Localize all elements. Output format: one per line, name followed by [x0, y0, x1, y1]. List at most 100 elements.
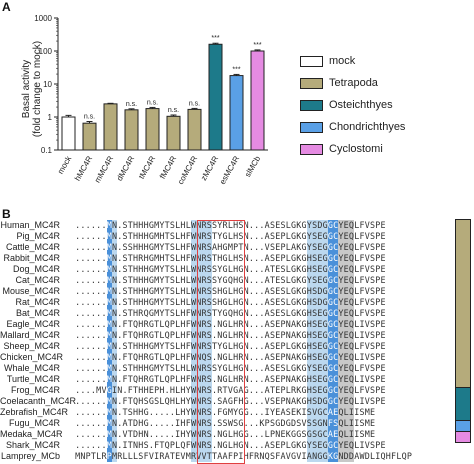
residue: . — [80, 429, 86, 439]
residue: G — [301, 253, 307, 263]
residue: R — [201, 220, 207, 231]
residue: G — [327, 264, 334, 275]
residue: H — [138, 407, 144, 417]
residue: G — [238, 308, 244, 318]
legend-swatch — [300, 55, 323, 67]
residue: V — [364, 341, 370, 351]
residue: R — [201, 440, 207, 451]
residue: G — [238, 407, 244, 417]
residue: D — [291, 418, 297, 428]
residue: . — [248, 253, 254, 263]
bar-fMC4R — [166, 115, 181, 151]
residue: P — [375, 286, 381, 296]
residue: . — [259, 330, 265, 340]
sequence-row: ......MN.STHHHGMYTSLHFWNRSTYGLHGN...ASEP… — [75, 341, 412, 352]
residue: M — [154, 341, 160, 351]
residue: A — [264, 341, 270, 351]
residue: . — [117, 242, 123, 252]
residue: H — [138, 275, 144, 285]
residue: C — [333, 253, 339, 264]
residue: G — [238, 418, 244, 428]
residue: L — [354, 253, 360, 263]
residue: P — [280, 385, 286, 395]
legend-label: Osteichthyes — [329, 99, 393, 111]
residue: E — [343, 275, 349, 286]
residue: F — [185, 253, 191, 263]
residue: Y — [233, 407, 239, 417]
residue: W — [190, 407, 197, 418]
residue: G — [222, 264, 228, 274]
residue: H — [138, 231, 144, 241]
residue: S — [359, 429, 365, 439]
residue: Y — [338, 385, 344, 396]
residue: E — [343, 440, 349, 451]
residue: M — [106, 418, 112, 429]
residue: S — [206, 220, 212, 231]
residue: Y — [306, 231, 312, 242]
residue: Q — [133, 319, 139, 329]
residue: S — [206, 264, 212, 275]
residue: E — [380, 253, 386, 263]
residue: L — [354, 396, 360, 406]
residue: S — [206, 242, 212, 253]
residue: . — [85, 363, 91, 373]
residue: . — [259, 286, 265, 296]
residue: R — [201, 297, 207, 308]
residue: . — [101, 286, 107, 296]
residue: G — [301, 275, 307, 285]
residue: . — [259, 385, 265, 395]
residue: T — [212, 253, 218, 263]
residue: G — [291, 275, 297, 285]
residue: L — [175, 352, 181, 362]
residue: H — [138, 319, 144, 329]
residue: E — [275, 275, 281, 285]
legend-label: Chondrichthyes — [329, 121, 406, 133]
residue: N — [243, 220, 249, 230]
residue: E — [380, 396, 386, 406]
residue: H — [133, 264, 139, 274]
residue: . — [85, 297, 91, 307]
residue: N — [243, 319, 249, 329]
residue: T — [238, 242, 244, 252]
residue: Y — [338, 330, 344, 341]
species-name: Rabbit_MC4R — [3, 253, 60, 263]
residue: G — [301, 385, 307, 395]
residue: H — [233, 363, 239, 373]
residue: L — [175, 264, 181, 274]
residue: . — [80, 220, 86, 230]
residue: A — [327, 407, 334, 418]
residue: C — [333, 220, 339, 231]
residue: Q — [133, 330, 139, 340]
residue: . — [159, 418, 165, 428]
residue: . — [248, 330, 254, 340]
residue: L — [159, 374, 165, 384]
residue: S — [206, 440, 212, 451]
residue: H — [233, 286, 239, 296]
residue: . — [243, 418, 249, 428]
residue: M — [364, 418, 370, 428]
residue: . — [248, 341, 254, 351]
residue: . — [169, 429, 175, 439]
residue: Y — [217, 341, 223, 351]
residue: N — [243, 242, 249, 252]
residue: S — [122, 308, 128, 318]
residue: . — [85, 253, 91, 263]
residue: S — [369, 396, 376, 406]
y-tick-label: 1 — [48, 113, 53, 122]
residue: S — [169, 253, 175, 263]
residue: . — [254, 319, 260, 329]
residue: G — [243, 396, 249, 406]
residue: . — [254, 407, 260, 417]
residue: G — [327, 440, 334, 451]
residue: F — [359, 253, 365, 263]
residue: V — [364, 308, 370, 318]
residue: H — [306, 286, 312, 297]
residue: V — [364, 374, 370, 384]
significance-label: *** — [211, 35, 219, 42]
residue: Y — [217, 264, 223, 274]
residue: E — [317, 231, 323, 242]
residue: R — [201, 396, 207, 407]
residue: Q — [348, 330, 355, 341]
residue: A — [264, 440, 270, 450]
residue: . — [248, 220, 254, 230]
